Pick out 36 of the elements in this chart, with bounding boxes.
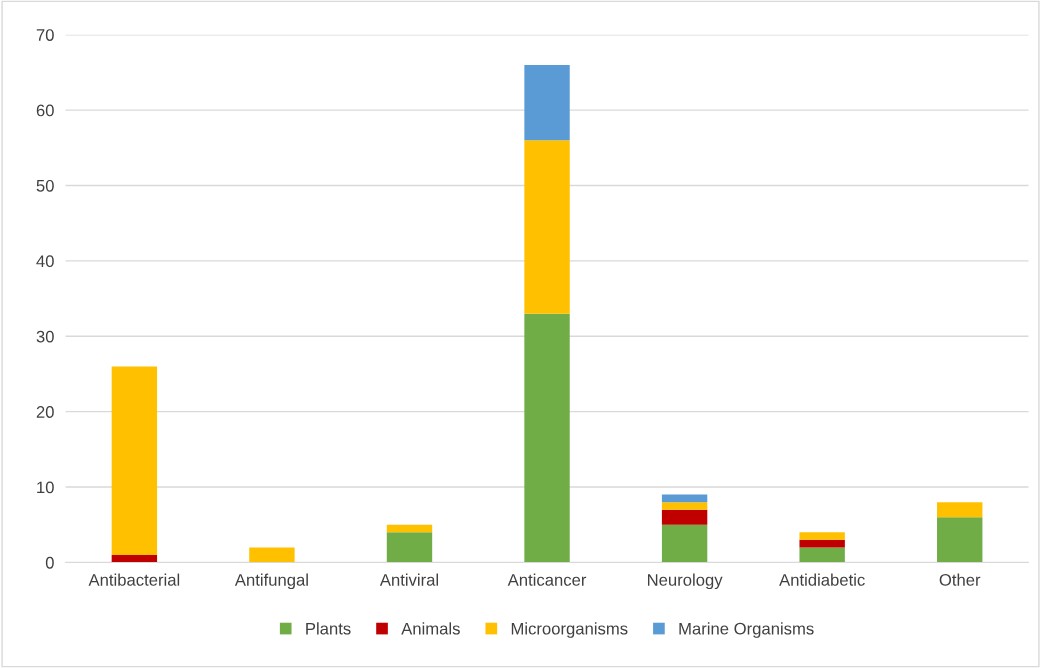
- bar: [661, 502, 708, 510]
- y-tick-label: 70: [36, 29, 54, 41]
- bar: [249, 547, 295, 563]
- y-tick-label: 10: [37, 481, 54, 494]
- bar: [799, 539, 845, 548]
- legend-label: Marine Organisms: [679, 622, 814, 638]
- bar: [937, 502, 983, 518]
- y-tick-label: 30: [36, 330, 54, 343]
- x-tick-label: Antiviral: [379, 573, 439, 586]
- legend-label: Plants: [306, 622, 351, 635]
- bar: [661, 524, 708, 563]
- y-tick-label: 20: [36, 406, 54, 418]
- bar: [937, 517, 983, 563]
- bar: [799, 532, 845, 540]
- bar: [111, 554, 158, 563]
- x-tick-label: Antibacterial: [88, 573, 180, 586]
- x-tick-label: Antidiabetic: [779, 573, 865, 586]
- bar: [524, 140, 570, 314]
- y-tick-label: 50: [36, 179, 54, 192]
- bar: [524, 64, 570, 141]
- bar: [111, 366, 158, 555]
- bar: [386, 524, 433, 533]
- legend-label: Animals: [401, 622, 460, 635]
- bar: [661, 494, 708, 503]
- x-tick-label: Other: [939, 573, 981, 586]
- y-tick-label: 0: [45, 556, 54, 569]
- y-tick-label: 60: [36, 104, 54, 117]
- bar: [661, 509, 708, 525]
- bar: [524, 313, 570, 563]
- legend-label: Microorganisms: [511, 622, 628, 638]
- bar: [386, 532, 433, 563]
- bar: [799, 547, 845, 563]
- y-tick-label: 40: [36, 255, 54, 268]
- x-tick-label: Antifungal: [234, 573, 308, 590]
- x-tick-label: Anticancer: [507, 573, 587, 586]
- x-tick-label: Neurology: [647, 573, 723, 590]
